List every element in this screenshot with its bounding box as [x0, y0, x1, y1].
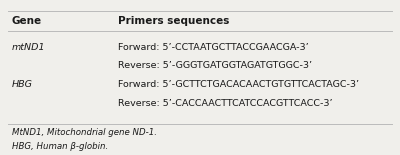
- Text: mtND1: mtND1: [12, 43, 46, 52]
- Text: HBG, Human β-globin.: HBG, Human β-globin.: [12, 142, 108, 151]
- Text: Gene: Gene: [12, 16, 42, 26]
- Text: Forward: 5’-GCTTCTGACACAACTGTGTTCACTAGC-3’: Forward: 5’-GCTTCTGACACAACTGTGTTCACTAGC-…: [118, 80, 359, 89]
- Text: Forward: 5’-CCTAATGCTTACCGAACGA-3’: Forward: 5’-CCTAATGCTTACCGAACGA-3’: [118, 43, 309, 52]
- Text: Reverse: 5’-GGGTGATGGTAGATGTGGC-3’: Reverse: 5’-GGGTGATGGTAGATGTGGC-3’: [118, 61, 312, 70]
- Text: Primers sequences: Primers sequences: [118, 16, 229, 26]
- Text: Reverse: 5’-CACCAACTTCATCCACGTTCACC-3’: Reverse: 5’-CACCAACTTCATCCACGTTCACC-3’: [118, 99, 333, 108]
- Text: HBG: HBG: [12, 80, 33, 89]
- Text: MtND1, Mitochondrial gene ND-1.: MtND1, Mitochondrial gene ND-1.: [12, 128, 157, 137]
